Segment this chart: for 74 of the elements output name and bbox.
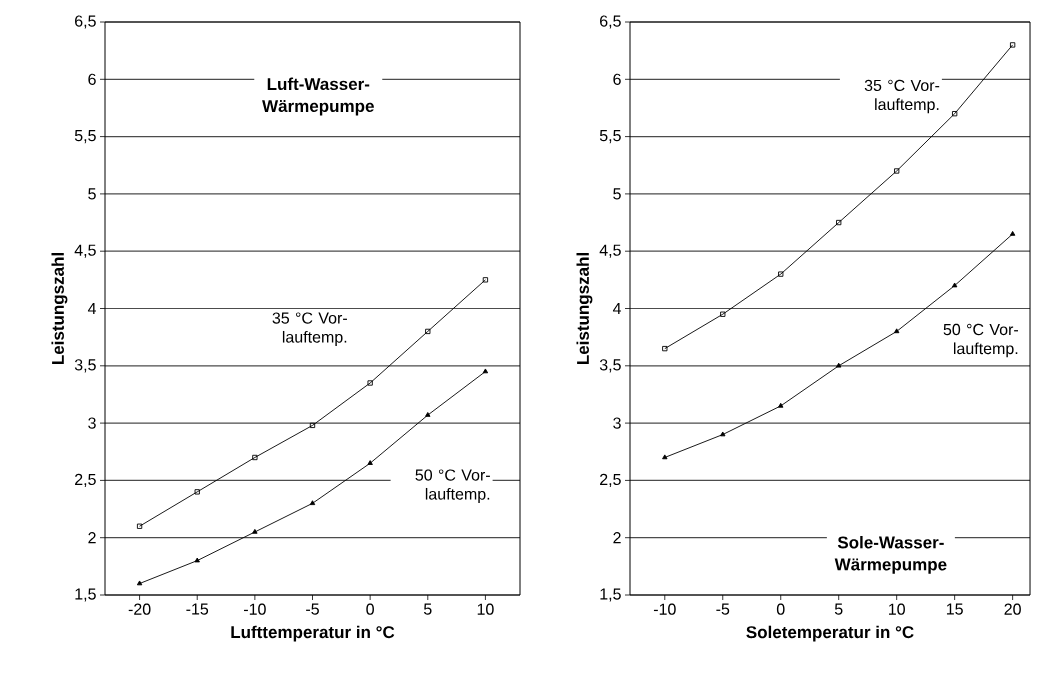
point	[952, 111, 958, 117]
point	[136, 580, 143, 586]
point	[367, 460, 373, 465]
y-tick-label: 2	[613, 532, 621, 544]
point	[194, 489, 200, 495]
text: 35 °C Vor-lauftemp.	[272, 312, 347, 346]
point	[662, 454, 668, 460]
y-tick-label: 6	[88, 73, 96, 85]
y-tick-label: 3,5	[74, 359, 96, 373]
y-tick-label: 6,5	[600, 15, 621, 29]
point	[893, 328, 900, 334]
y-tick-label: 4,5	[599, 244, 621, 258]
point	[951, 282, 958, 288]
point	[836, 362, 842, 368]
point	[720, 311, 726, 317]
x-tick-label: -5	[716, 603, 730, 615]
x-tick-label: -15	[186, 603, 209, 615]
y-tick-label: 5,5	[599, 130, 621, 144]
y-tick-label: 5,5	[74, 130, 96, 144]
y-tick-label: 4,5	[74, 244, 96, 258]
x-tick-label: 15	[946, 603, 963, 615]
x-tick-label: 20	[1004, 603, 1021, 615]
point	[894, 168, 900, 174]
y-tick-label: 3	[88, 417, 96, 429]
point	[367, 380, 373, 386]
point	[136, 523, 143, 529]
point	[252, 528, 258, 534]
y-tick-label: 1,5	[600, 588, 621, 602]
x-tick-label: 0	[366, 603, 374, 615]
y-tick-label: 2,5	[75, 473, 96, 488]
point	[425, 328, 431, 335]
y-tick-label: 3,5	[599, 359, 621, 373]
y-tick-label: 4	[87, 302, 97, 314]
point	[309, 422, 316, 429]
point	[252, 454, 258, 461]
y-tick-label: 1,5	[75, 588, 96, 602]
y-tick-label: 5	[88, 188, 96, 200]
series-label: 50 °C Vor-lauftemp.	[943, 323, 1019, 358]
point	[836, 219, 842, 226]
point	[720, 431, 726, 437]
x-tick-label: 10	[889, 603, 905, 615]
point	[482, 368, 489, 374]
y-tick-label: 2,5	[600, 473, 621, 488]
point	[425, 412, 431, 417]
text: 50 °C Vor-lauftemp.	[415, 469, 490, 503]
y-tick-label: 4	[612, 302, 622, 314]
point	[1009, 42, 1016, 48]
x-axis-title: Lufttemperatur in °C	[231, 625, 395, 642]
x-tick-label: -5	[306, 603, 319, 615]
x-tick-label: 0	[776, 603, 785, 615]
y-tick-label: 6	[613, 73, 621, 85]
point	[194, 557, 200, 563]
point	[309, 500, 316, 506]
series-label: 35 °C Vor-lauftemp.	[864, 79, 940, 114]
y-tick-label: 6,5	[75, 15, 96, 29]
x-axis-title: Soletemperatur in °C	[746, 625, 914, 642]
y-axis-title: Leistungszahl	[51, 253, 68, 365]
point	[482, 277, 489, 283]
x-tick-label: -10	[244, 603, 266, 615]
point	[778, 271, 784, 277]
y-axis-title: Leistungszahl	[576, 253, 593, 365]
x-tick-label: 5	[834, 603, 843, 615]
text: Sole-Wasser-Wärmepumpe	[834, 535, 947, 574]
x-tick-label: -10	[653, 603, 676, 615]
y-tick-label: 5	[613, 188, 621, 200]
x-tick-label: 5	[423, 603, 432, 615]
point	[778, 402, 784, 408]
x-tick-label: 10	[477, 603, 494, 615]
point	[662, 345, 668, 352]
text: Luft-Wasser-Wärmepumpe	[262, 77, 374, 116]
point	[1009, 230, 1016, 236]
y-tick-label: 2	[88, 532, 96, 544]
y-tick-label: 3	[613, 417, 621, 429]
x-tick-label: -20	[128, 603, 151, 615]
